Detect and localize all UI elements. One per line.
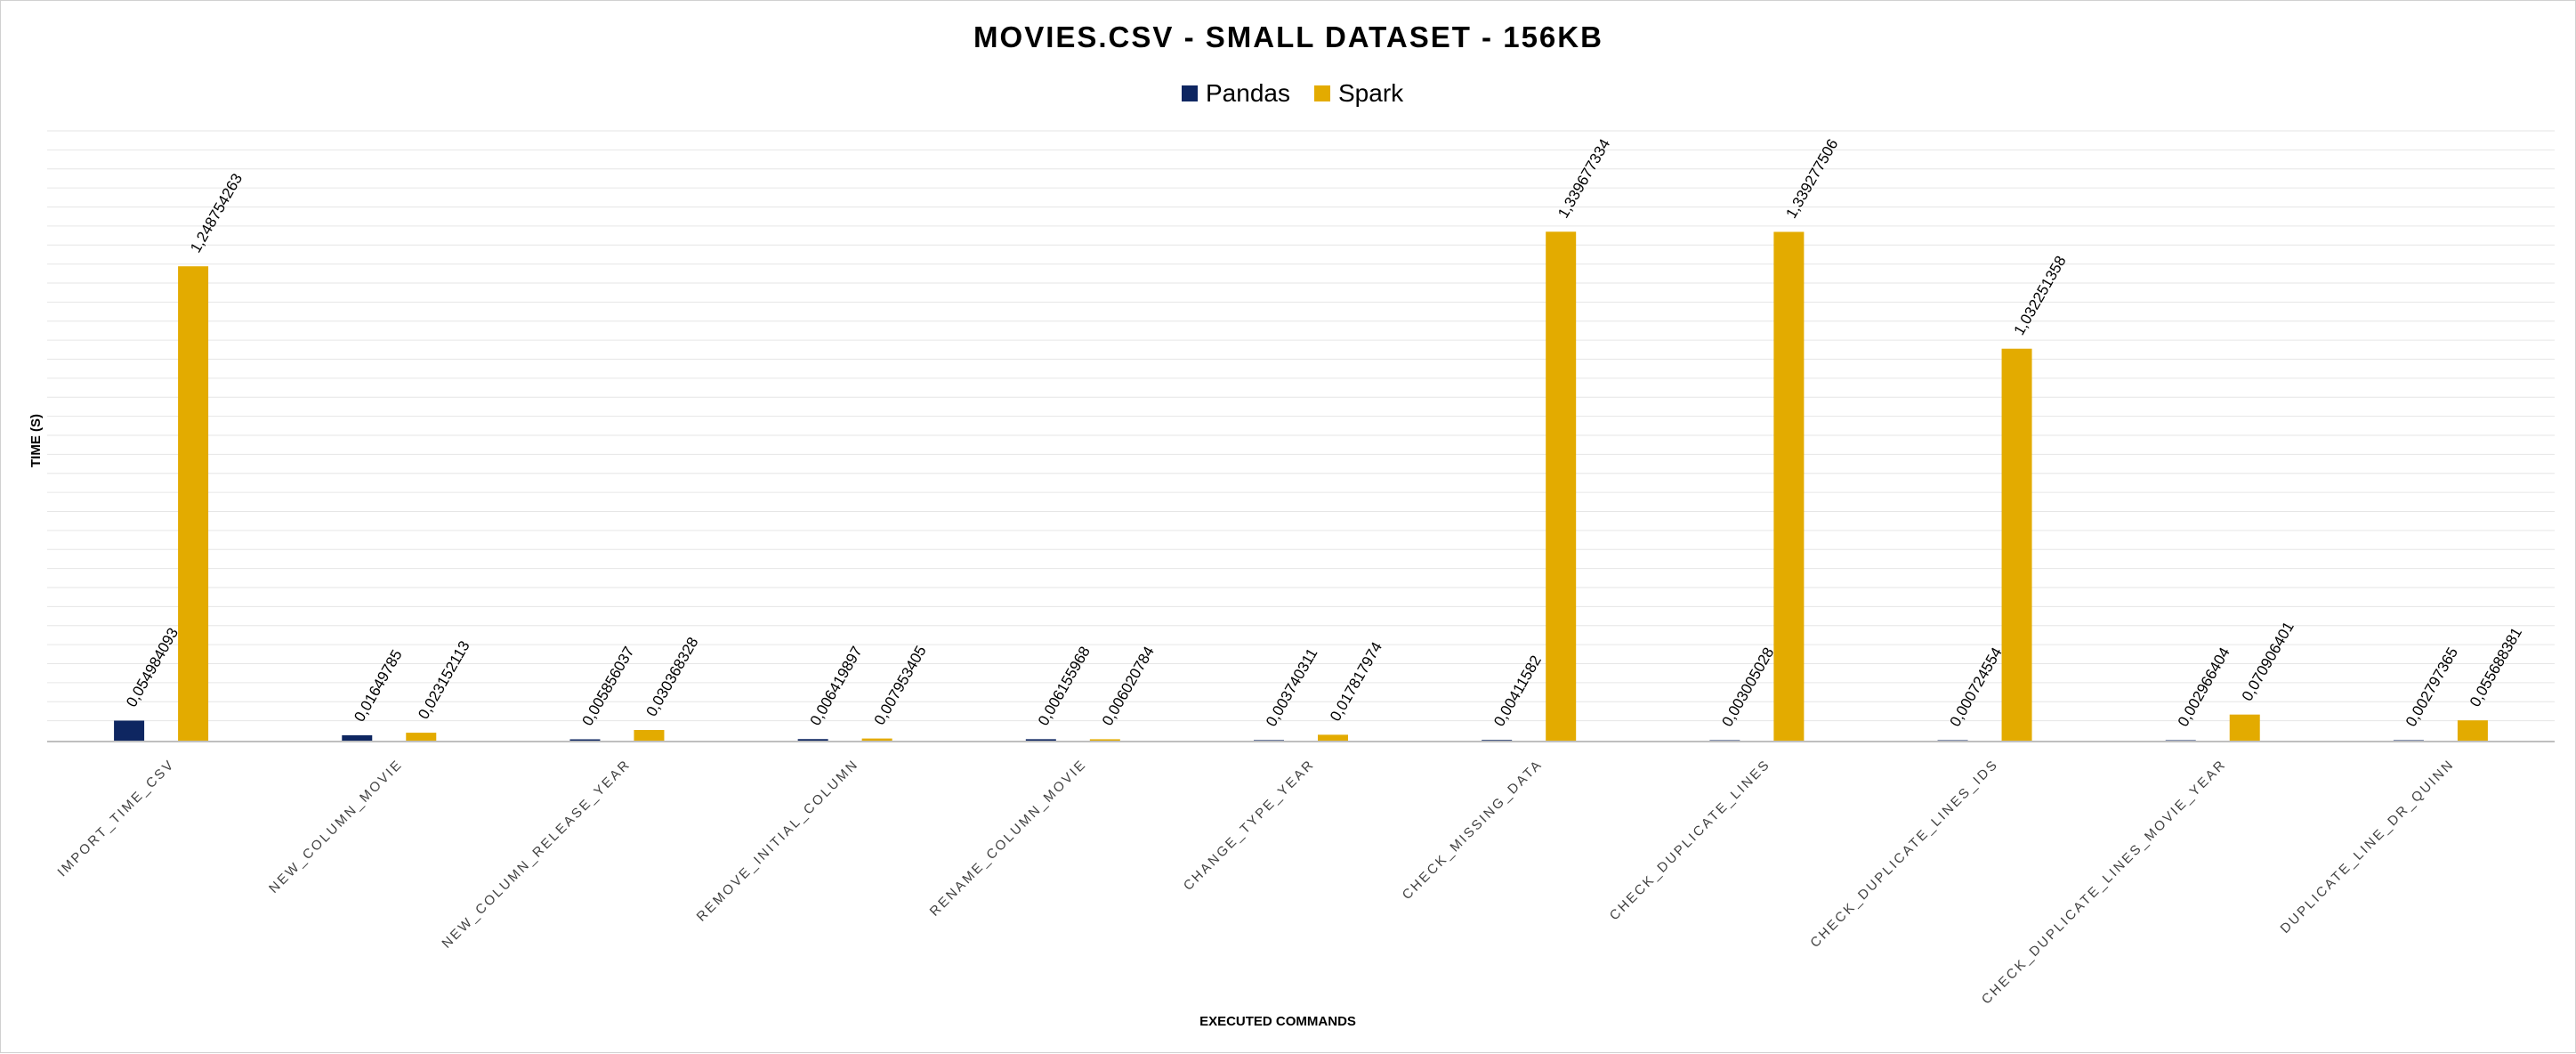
bar-spark (2457, 720, 2488, 742)
data-label-pandas: 0,002966404 (2175, 645, 2233, 729)
x-tick-label: REMOVE_INITIAL_COLUMN (694, 757, 862, 925)
bar-pandas (1025, 739, 1056, 742)
gridlines (47, 130, 2555, 722)
bar-spark (634, 730, 665, 742)
legend: Pandas Spark (1182, 79, 1404, 107)
x-tick-label: CHECK_DUPLICATE_LINES_MOVIE_YEAR (1979, 757, 2230, 1008)
bar-spark (1773, 231, 1805, 742)
bar-pandas (342, 734, 373, 742)
x-axis-title: EXECUTED COMMANDS (1199, 1014, 1356, 1029)
x-tick-label: CHECK_DUPLICATE_LINES_IDS (1807, 757, 2001, 951)
data-label-spark: 0,030368328 (642, 635, 701, 719)
legend-item-pandas: Pandas (1182, 79, 1290, 107)
bar-spark (178, 266, 209, 742)
chart-title: MOVIES.CSV - SMALL DATASET - 156KB (973, 20, 1603, 53)
legend-label-spark: Spark (1338, 79, 1404, 107)
data-label-spark: 0,055688381 (2467, 625, 2525, 709)
legend-label-pandas: Pandas (1206, 79, 1290, 107)
bars (114, 231, 2488, 742)
data-label-spark: 1,032251358 (2011, 253, 2070, 337)
bar-spark (861, 738, 892, 742)
bar-pandas (569, 739, 601, 742)
data-label-pandas: 0,003005028 (1718, 645, 1777, 729)
x-tick-label: CHECK_DUPLICATE_LINES (1607, 757, 1773, 923)
bar-spark (1089, 739, 1120, 742)
data-label-spark: 1,339677334 (1554, 136, 1613, 221)
x-tick-label: NEW_COLUMN_MOVIE (266, 757, 406, 896)
legend-swatch-pandas (1182, 85, 1198, 101)
bar-pandas (114, 720, 145, 742)
x-axis-tick-labels: IMPORT_TIME_CSV NEW_COLUMN_MOVIE NEW_COLUM… (54, 757, 2457, 1008)
bar-spark (406, 733, 437, 742)
bar-spark (1318, 734, 1348, 742)
data-label-pandas: 0,01649785 (351, 647, 405, 725)
data-label-pandas: 0,006419897 (807, 644, 866, 728)
data-label-spark: 0,017817974 (1327, 639, 1385, 724)
x-tick-label: CHECK_MISSING_DATA (1400, 757, 1546, 903)
legend-swatch-spark (1314, 85, 1330, 101)
data-label-pandas: 0,054984093 (123, 625, 182, 709)
x-tick-label: IMPORT_TIME_CSV (54, 757, 178, 880)
data-label-spark: 0,007953405 (871, 643, 930, 727)
data-label-spark: 0,070906401 (2239, 619, 2297, 703)
bar-pandas (797, 739, 828, 742)
y-axis-title: TIME (S) (28, 414, 44, 467)
x-tick-label: RENAME_COLUMN_MOVIE (927, 757, 1090, 920)
x-tick-label: DUPLICATE_LINE_DR_QUINN (2278, 757, 2458, 936)
bar-spark (2229, 714, 2260, 742)
bar-spark (2001, 348, 2032, 742)
data-label-spark: 0,006020784 (1099, 644, 1158, 728)
x-tick-label: CHANGE_TYPE_YEAR (1181, 757, 1318, 894)
data-label-pandas: 0,002797365 (2402, 645, 2461, 729)
data-label-pandas: 0,006155968 (1035, 644, 1094, 728)
data-label-spark: 1,248754263 (187, 171, 246, 255)
data-label-pandas: 0,003740311 (1263, 645, 1320, 729)
data-label-pandas: 0,000724554 (1947, 645, 2006, 729)
bar-spark (1546, 231, 1577, 742)
x-tick-label: NEW_COLUMN_RELEASE_YEAR (439, 757, 634, 952)
data-label-spark: 0,023152113 (415, 638, 472, 722)
data-labels: 0,054984093 1,248754263 0,01649785 0,023152… (123, 136, 2525, 730)
data-label-spark: 1,339277506 (1782, 136, 1841, 221)
legend-item-spark: Spark (1314, 79, 1404, 107)
data-label-pandas: 0,005856037 (578, 644, 637, 728)
